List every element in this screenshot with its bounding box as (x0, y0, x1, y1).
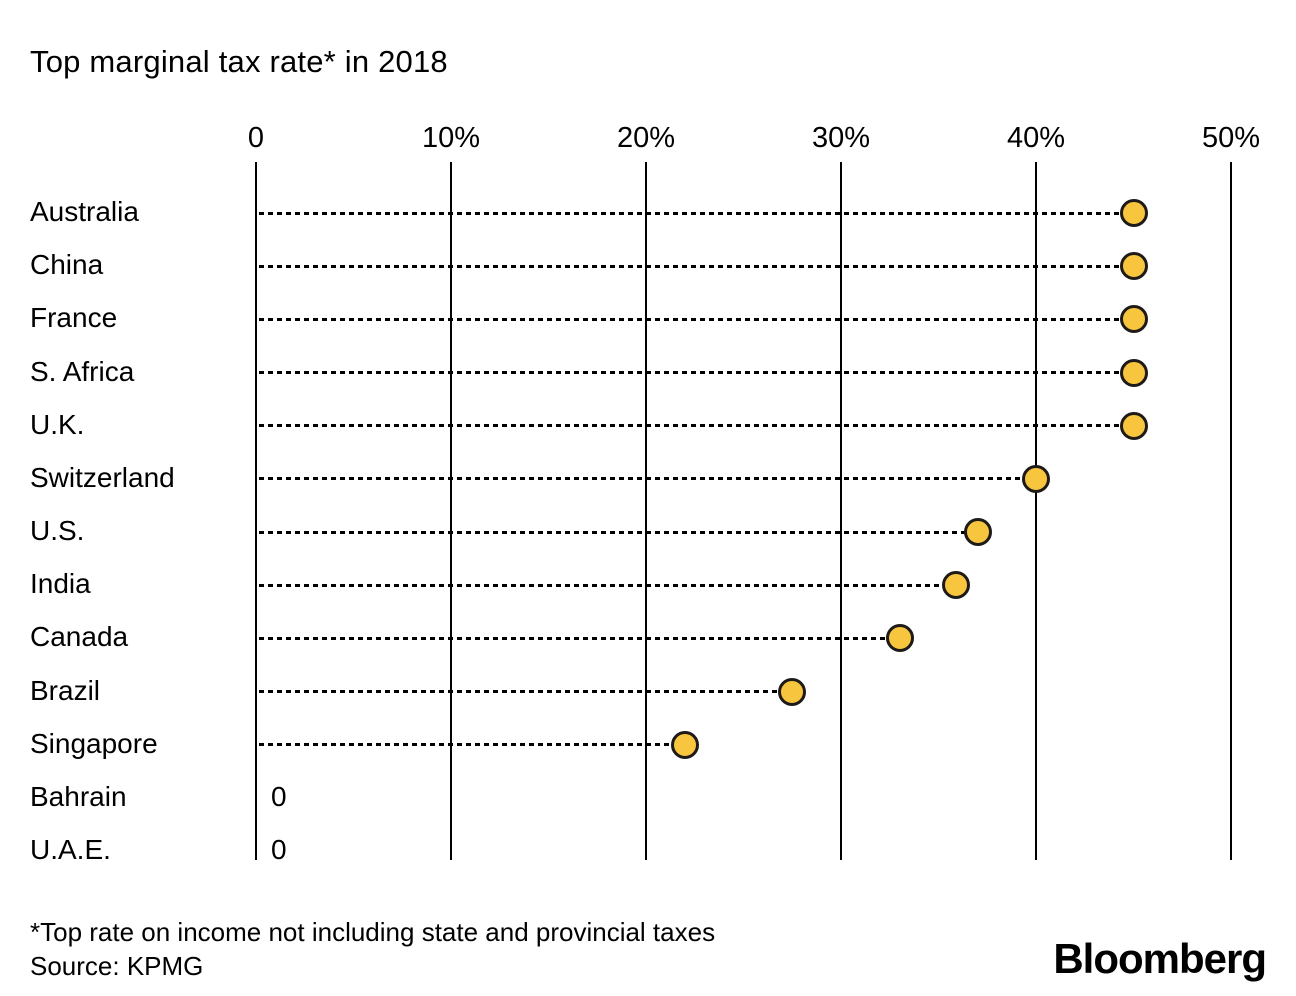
x-tick-label-20: 20% (616, 122, 676, 154)
category-label-switzerland: Switzerland (30, 461, 175, 493)
leader-line (259, 211, 1134, 215)
category-label-u-s: U.S. (30, 515, 85, 547)
category-label-india: India (30, 568, 91, 600)
gridline-40 (1035, 162, 1037, 860)
category-label-singapore: Singapore (30, 727, 158, 759)
data-point-dot (778, 677, 807, 706)
leader-line (259, 317, 1134, 321)
category-label-s-africa: S. Africa (30, 355, 135, 387)
data-point-dot (1119, 358, 1148, 387)
data-point-dot (942, 571, 971, 600)
gridline-50 (1230, 162, 1232, 860)
data-point-dot (885, 624, 914, 653)
x-tick-label-0: 0 (247, 122, 265, 154)
gridline-30 (840, 162, 842, 860)
chart-title: Top marginal tax rate* in 2018 (30, 44, 448, 79)
data-point-dot (1022, 464, 1050, 493)
category-label-france: France (30, 302, 118, 334)
chart-footnote: *Top rate on income not including state … (30, 917, 716, 947)
x-tick-label-10: 10% (421, 122, 481, 154)
gridline-10 (450, 162, 452, 860)
gridline-20 (645, 162, 647, 860)
x-tick-label-40: 40% (1006, 122, 1066, 154)
leader-line (259, 264, 1134, 268)
leader-line (259, 477, 1036, 481)
zero-value-label: 0 (271, 780, 287, 812)
gridline-0 (255, 162, 257, 860)
x-tick-label-50: 50% (1201, 122, 1261, 154)
category-label-u-a-e: U.A.E. (30, 834, 111, 866)
x-tick-label-30: 30% (811, 122, 871, 154)
leader-line (259, 636, 900, 640)
data-point-dot (671, 730, 699, 759)
bloomberg-logo: Bloomberg (1053, 935, 1267, 982)
category-label-u-k: U.K. (30, 408, 85, 440)
zero-value-label: 0 (271, 834, 287, 866)
category-label-canada: Canada (30, 621, 129, 653)
dot-plot-area: 0 10% 20% 30% 40% 50% Australia China France S. A… (30, 122, 1260, 865)
category-label-australia: Australia (30, 196, 139, 227)
source-credit: Source: KPMG (30, 951, 204, 981)
category-label-china: China (30, 249, 104, 281)
leader-line (259, 424, 1134, 428)
leader-line (259, 583, 957, 587)
leader-line (259, 743, 685, 747)
data-point-dot (1119, 252, 1148, 281)
leader-line (259, 530, 978, 534)
data-point-dot (963, 518, 992, 547)
category-label-bahrain: Bahrain (30, 780, 127, 812)
leader-line (259, 371, 1134, 374)
data-point-dot (1119, 411, 1148, 440)
data-point-dot (1119, 199, 1148, 227)
category-label-brazil: Brazil (30, 674, 101, 706)
leader-line (259, 690, 793, 694)
data-point-dot (1119, 305, 1148, 334)
